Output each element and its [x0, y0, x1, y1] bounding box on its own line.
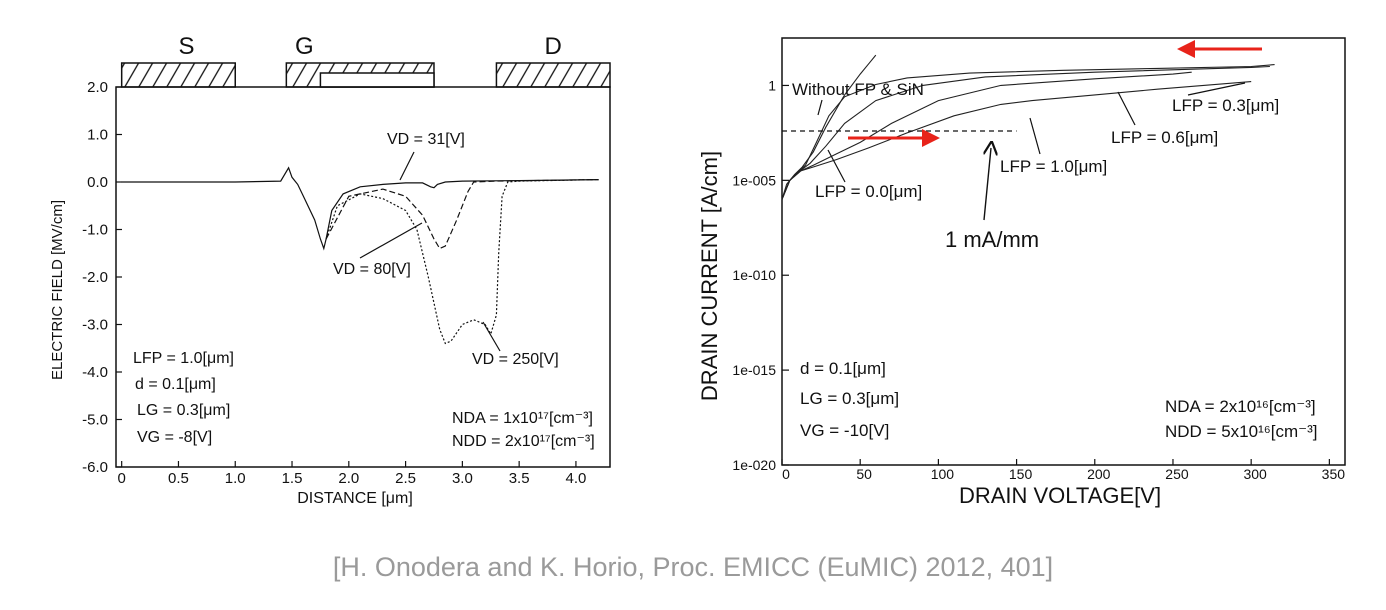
vd80-label: VD = 80[V]: [333, 261, 411, 278]
param-lg: LG = 0.3[μm]: [800, 389, 899, 408]
vd80-pointer: [359, 222, 423, 259]
series-label-lfp-00: LFP = 0.0[μm]: [815, 182, 922, 201]
axis-ticks: 0 0.5 1.0 1.5 2.0 2.5 3.0 3.5 4.0 2.0 1.0 0.0 -1.0 -2…: [82, 79, 586, 487]
gate-label: G: [295, 33, 314, 60]
doping-parameters: NDA = 2x10¹⁶[cm⁻³] NDD = 5x10¹⁶[cm⁻³]: [1165, 397, 1317, 441]
x-tick-label: 50: [856, 466, 872, 482]
x-tick-label: 200: [1087, 466, 1111, 482]
series-lines: [121, 166, 599, 345]
y-tick-label: 1e-015: [732, 362, 776, 378]
x-tick-label: 350: [1322, 466, 1346, 482]
y-tick-label: 0.0: [87, 174, 108, 191]
param-vg: VG = -10[V]: [800, 421, 889, 440]
drain-label: D: [545, 33, 562, 60]
series-line-1: [325, 179, 599, 250]
doping-ndd: NDD = 5x10¹⁶[cm⁻³]: [1165, 422, 1317, 441]
y-tick-label: -1.0: [82, 222, 108, 239]
lfp-03-pointer: [1187, 82, 1246, 96]
y-tick-label: 1e-020: [732, 457, 776, 473]
y-axis-label: ELECTRIC FIELD [MV/cm]: [49, 200, 66, 380]
param-d: d = 0.1[μm]: [135, 376, 216, 393]
series-label-without-fp: Without FP & SiN: [792, 80, 924, 99]
vd250-label: VD = 250[V]: [472, 351, 559, 368]
param-lg: LG = 0.3[μm]: [137, 402, 230, 419]
series-label-lfp-10: LFP = 1.0[μm]: [1000, 157, 1107, 176]
doping-nda: NDA = 1x10¹⁷[cm⁻³]: [452, 410, 593, 427]
y-tick-label: 1e-010: [732, 267, 776, 283]
source-label: S: [178, 33, 194, 60]
plot-frame: [781, 37, 1346, 466]
y-tick-label: 2.0: [87, 79, 108, 96]
doping-ndd: NDD = 2x10¹⁷[cm⁻³]: [452, 433, 595, 450]
lfp-00-pointer: [827, 149, 846, 183]
x-tick-label: 2.5: [395, 470, 416, 487]
figure: S G D 0 0.5 1.0 1.5 2.0 2.5 3.0 3.5 4.0 2.0 1.0 0.0…: [49, 33, 1346, 508]
x-axis-label: DISTANCE [μm]: [297, 490, 413, 507]
y-tick-label: -3.0: [82, 317, 108, 334]
y-tick-label: -6.0: [82, 459, 108, 476]
x-tick-label: 0: [782, 466, 790, 482]
x-tick-label: 1.0: [225, 470, 246, 487]
x-axis-label: DRAIN VOLTAGE[V]: [959, 483, 1161, 508]
lfp-10-pointer: [1029, 117, 1041, 155]
lfp-06-pointer: [1117, 91, 1136, 126]
reference-pointer: [983, 148, 991, 221]
series-line-4: [781, 81, 1252, 200]
device-parameters: d = 0.1[μm] LG = 0.3[μm] VG = -10[V]: [800, 359, 899, 440]
y-tick-label: 1.0: [87, 127, 108, 144]
drain-electrode: [495, 62, 611, 88]
y-tick-label: -2.0: [82, 269, 108, 286]
x-tick-label: 150: [1009, 466, 1033, 482]
vd31-pointer: [399, 151, 415, 181]
x-tick-label: 0.5: [168, 470, 189, 487]
vd250-pointer: [482, 321, 501, 352]
series-line-2: [781, 65, 1270, 200]
drain-current-chart: 0 50 100 150 200 250 300 350 1 1e-005 1e-010 1e-015…: [697, 37, 1346, 508]
x-tick-label: 250: [1165, 466, 1189, 482]
x-tick-label: 3.0: [452, 470, 473, 487]
param-d: d = 0.1[μm]: [800, 359, 886, 378]
vd31-label: VD = 31[V]: [387, 131, 465, 148]
axis-ticks: 0 50 100 150 200 250 300 350 1 1e-005 1e-010 1e-015…: [732, 77, 1345, 482]
reference-line-label: 1 mA/mm: [945, 227, 1039, 252]
y-tick-label: 1e-005: [732, 172, 776, 188]
x-tick-label: 300: [1243, 466, 1267, 482]
doping-nda: NDA = 2x10¹⁶[cm⁻³]: [1165, 397, 1316, 416]
device-electrodes: S G D: [120, 33, 611, 88]
field-plate: [319, 72, 435, 88]
y-axis-label: DRAIN CURRENT [A/cm]: [697, 151, 722, 401]
series-lines: [781, 54, 1275, 200]
series-line-0: [121, 166, 599, 251]
doping-parameters: NDA = 1x10¹⁷[cm⁻³] NDD = 2x10¹⁷[cm⁻³]: [452, 410, 595, 450]
y-tick-label: 1: [768, 77, 776, 93]
series-line-0: [781, 54, 877, 200]
without-fp-pointer: [817, 99, 823, 116]
param-vg: VG = -8[V]: [137, 429, 212, 446]
y-tick-label: -4.0: [82, 364, 108, 381]
x-tick-label: 100: [931, 466, 955, 482]
source-electrode: [120, 62, 236, 88]
electric-field-chart: S G D 0 0.5 1.0 1.5 2.0 2.5 3.0 3.5 4.0 2.0 1.0 0.0…: [49, 33, 611, 507]
x-tick-label: 1.5: [282, 470, 303, 487]
citation: [H. Onodera and K. Horio, Proc. EMICC (E…: [332, 552, 1054, 582]
series-label-lfp-03: LFP = 0.3[μm]: [1172, 96, 1279, 115]
x-tick-label: 2.0: [338, 470, 359, 487]
device-parameters: LFP = 1.0[μm] d = 0.1[μm] LG = 0.3[μm] V…: [133, 350, 234, 446]
y-tick-label: -5.0: [82, 412, 108, 429]
x-tick-label: 0: [118, 470, 126, 487]
x-tick-label: 3.5: [509, 470, 530, 487]
x-tick-label: 4.0: [566, 470, 587, 487]
param-lfp: LFP = 1.0[μm]: [133, 350, 234, 367]
series-label-lfp-06: LFP = 0.6[μm]: [1111, 128, 1218, 147]
series-line-2: [325, 179, 599, 345]
